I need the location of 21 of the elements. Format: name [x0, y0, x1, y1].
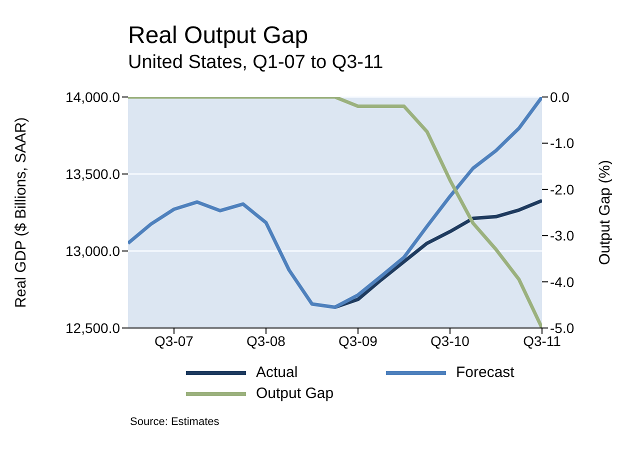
y2-tick-label: 0.0: [550, 88, 570, 105]
y-axis-title: Real GDP ($ Billions, SAAR): [12, 117, 30, 308]
x-tick-label: Q3-08: [246, 332, 286, 349]
y2-tick-label: -1.0: [550, 135, 574, 152]
y-tick-label: 13,000.0: [66, 242, 120, 259]
chart-subtitle: United States, Q1-07 to Q3-11: [128, 51, 384, 75]
legend-label: Output Gap: [256, 385, 334, 402]
chart-title: Real Output Gap: [128, 21, 310, 50]
legend-label: Forecast: [456, 364, 514, 381]
y2-tick-label: -2.0: [550, 181, 574, 198]
legend-label: Actual: [256, 364, 298, 381]
x-tick-label: Q3-07: [154, 332, 194, 349]
y2-tick-label: -3.0: [550, 228, 574, 244]
y-tick-label: 14,000.0: [66, 88, 120, 105]
y2-axis-title: Output Gap (%): [596, 160, 614, 266]
x-tick-label: Q3-10: [430, 332, 470, 349]
source-note: Source: Estimates: [130, 416, 220, 428]
y-tick-label: 13,500.0: [66, 166, 120, 182]
y-tick-label: 12,500.0: [66, 320, 120, 336]
y2-tick-label: -4.0: [550, 274, 574, 290]
x-tick-label: Q3-09: [338, 332, 378, 349]
